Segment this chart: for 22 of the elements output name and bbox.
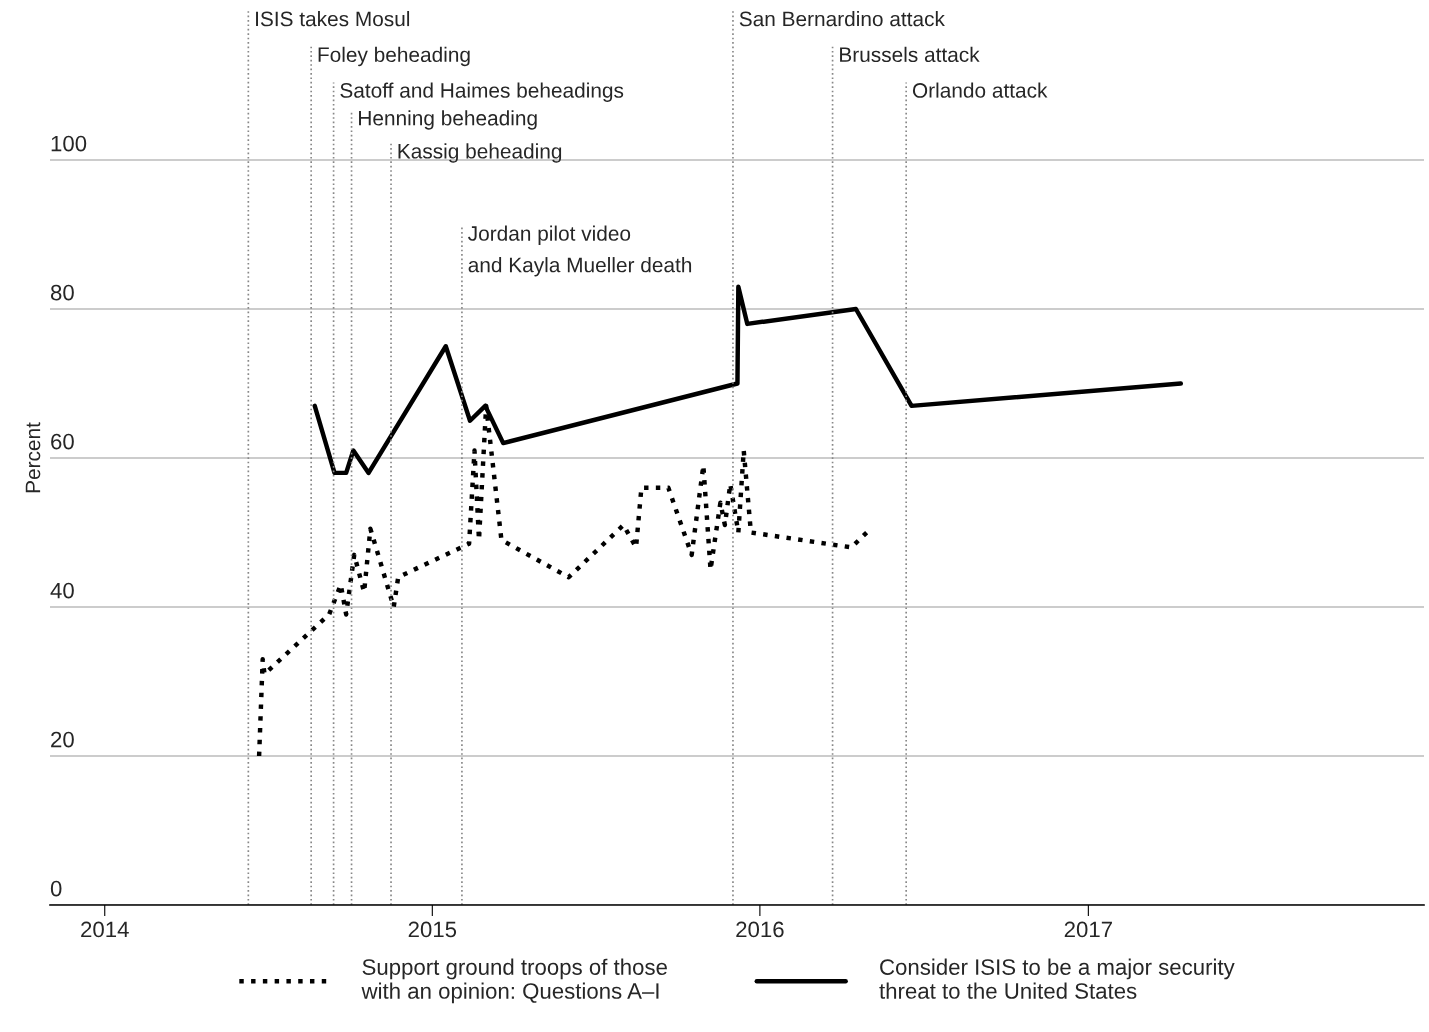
y-tick-label: 20 <box>51 731 74 748</box>
ref-line-label: San Bernardino attack <box>739 11 945 27</box>
x-tick-label: 2017 <box>1064 921 1112 938</box>
ref-line-label: Orlando attack <box>912 82 1048 98</box>
ref-line-label: Jordan pilot video and Kayla Mueller death <box>468 225 692 277</box>
y-tick-label: 0 <box>50 880 62 897</box>
legend-label: Support ground troops of those with an opinion: Questions A–I <box>361 958 667 1004</box>
y-tick-label: 100 <box>51 135 87 152</box>
y-tick-label: 60 <box>51 433 74 450</box>
x-tick-label: 2015 <box>408 921 457 938</box>
ref-line-label: Brussels attack <box>840 46 980 63</box>
x-tick-label: 2016 <box>736 921 784 938</box>
y-axis-title: Percent <box>25 422 41 493</box>
ref-line-label: ISIS takes Mosul <box>256 11 410 27</box>
ref-line-label: Kassig beheading <box>398 143 562 163</box>
ref-line-label: Satoff and Haimes beheadings <box>340 82 624 102</box>
ref-line-label: Foley beheading <box>318 46 470 67</box>
legend-label: Consider ISIS to be a major security threat to the United States <box>879 958 1235 999</box>
y-tick-label: 80 <box>50 284 74 301</box>
x-tick-label: 2014 <box>81 921 129 938</box>
y-tick-label: 40 <box>50 582 74 599</box>
ref-line-label: Henning beheading <box>359 110 537 130</box>
